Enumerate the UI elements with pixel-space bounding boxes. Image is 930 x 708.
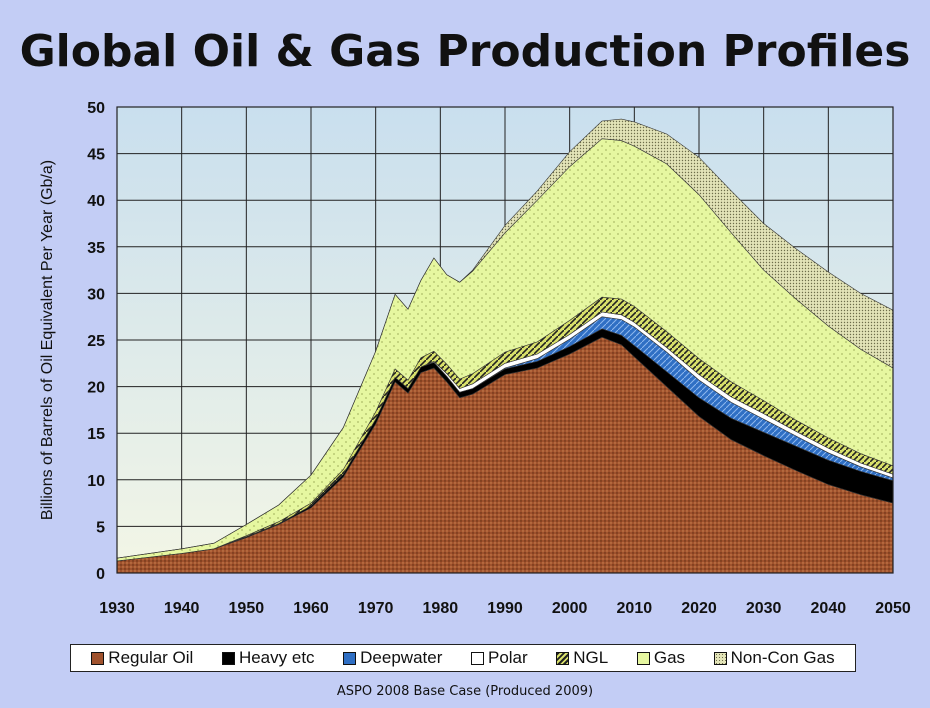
legend-swatch xyxy=(713,651,727,665)
legend-label: Heavy etc xyxy=(238,648,315,667)
x-tick-label: 2000 xyxy=(552,600,588,617)
x-tick-label: 2020 xyxy=(681,600,717,617)
legend-swatch xyxy=(636,651,650,665)
legend-swatch xyxy=(470,651,484,665)
legend-item: Heavy etc xyxy=(221,648,315,668)
y-axis-label: Billions of Barrels of Oil Equivalent Pe… xyxy=(39,160,56,520)
x-tick-label: 2050 xyxy=(875,600,911,617)
legend-item: Non-Con Gas xyxy=(713,648,835,668)
x-tick-label: 2030 xyxy=(746,600,782,617)
legend-swatch xyxy=(221,651,235,665)
chart-title: Global Oil & Gas Production Profiles xyxy=(19,26,911,77)
legend-label: Regular Oil xyxy=(108,648,194,667)
legend-item: NGL xyxy=(556,648,608,668)
legend-label: Deepwater xyxy=(360,648,443,667)
y-tick-label: 50 xyxy=(87,100,105,117)
plot-frame xyxy=(116,106,894,574)
legend-swatch xyxy=(343,651,357,665)
legend-item: Gas xyxy=(636,648,686,668)
axes xyxy=(116,106,894,574)
y-tick-label: 30 xyxy=(87,286,105,303)
x-tick-label: 2010 xyxy=(617,600,653,617)
y-tick-label: 40 xyxy=(87,193,105,210)
y-tick-label: 45 xyxy=(87,147,105,164)
x-tick-label: 1990 xyxy=(487,600,523,617)
legend-label: Polar xyxy=(487,648,528,667)
x-tick-label: 1980 xyxy=(423,600,459,617)
legend-label: Gas xyxy=(653,648,686,667)
legend-item: Regular Oil xyxy=(91,648,193,668)
y-tick-label: 25 xyxy=(87,333,105,350)
y-tick-label: 35 xyxy=(87,240,105,257)
x-tick-label: 1970 xyxy=(358,600,394,617)
legend-item: Polar xyxy=(470,648,528,668)
chart-subtitle: ASPO 2008 Base Case (Produced 2009) xyxy=(336,684,594,699)
y-tick-label: 5 xyxy=(96,519,105,536)
legend-item: Deepwater xyxy=(343,648,442,668)
y-tick-label: 10 xyxy=(87,473,105,490)
legend-swatch xyxy=(91,651,105,665)
legend-swatch xyxy=(556,651,570,665)
y-tick-labels: 0 5 10 15 20 25 30 35 40 45 50 xyxy=(87,100,105,583)
y-tick-label: 0 xyxy=(96,566,105,583)
y-tick-label: 20 xyxy=(87,380,105,397)
legend-label: Non-Con Gas xyxy=(730,648,835,667)
legend-label: NGL xyxy=(573,648,609,667)
x-tick-label: 1930 xyxy=(99,600,135,617)
x-tick-label: 2040 xyxy=(811,600,847,617)
x-tick-labels: 1930 1940 1950 1960 1970 1980 1990 2000 2010 2020… xyxy=(99,600,911,617)
y-tick-label: 15 xyxy=(87,426,105,443)
x-tick-label: 1960 xyxy=(293,600,329,617)
x-tick-label: 1940 xyxy=(164,600,200,617)
legend: Regular Oil Heavy etc Deepwater Polar NGL Gas… xyxy=(70,644,856,672)
x-tick-label: 1950 xyxy=(229,600,265,617)
